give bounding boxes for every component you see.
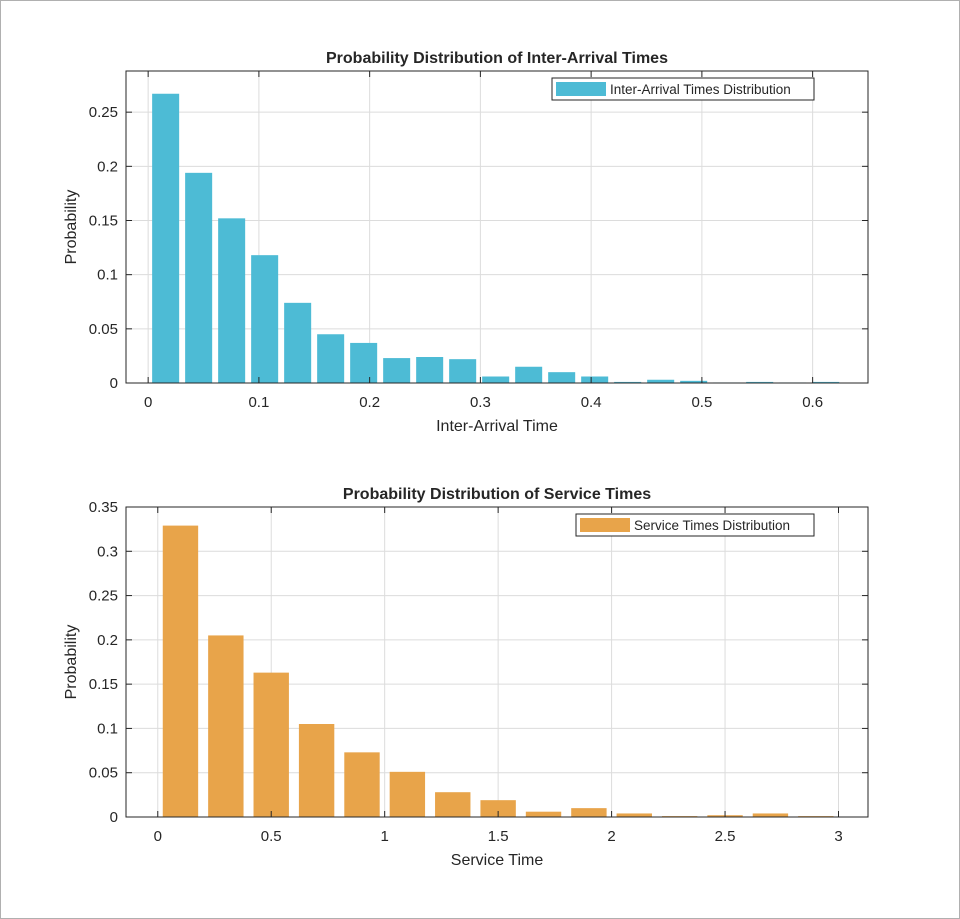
service-bar-1	[208, 635, 244, 817]
interarrival-ytick-label-5: 0.25	[89, 104, 118, 121]
interarrival-bar-18	[746, 381, 774, 383]
service-bar-5	[389, 771, 426, 817]
service-legend-label: Service Times Distribution	[634, 518, 790, 533]
service-ytick-label-6: 0.3	[97, 543, 118, 560]
service-bar-9	[571, 808, 607, 817]
service-ytick-label-3: 0.15	[89, 676, 118, 693]
interarrival-legend-box	[551, 77, 815, 101]
interarrival-bar-10	[482, 376, 510, 383]
interarrival-bar-4	[284, 302, 312, 383]
interarrival-bar-16	[680, 380, 708, 383]
service-ytick-label-0: 0	[110, 809, 118, 826]
interarrival-chart: 0 0.1 0.2 0.3 0.4 0.5 0.6 0 0.05 0.1 0.15 0.2 0.25 P…	[63, 50, 869, 435]
interarrival-bar-9	[449, 359, 477, 383]
interarrival-bar-8	[416, 357, 444, 383]
service-xlabel: Service Time	[451, 852, 544, 869]
interarrival-bars	[152, 93, 840, 384]
interarrival-bar-11	[515, 366, 543, 383]
service-ylabel: Probability	[63, 625, 80, 700]
service-ytick-label-2: 0.1	[97, 720, 118, 737]
interarrival-xlabel: Inter-Arrival Time	[436, 418, 558, 435]
service-bar-4	[344, 752, 380, 817]
service-chart: 0 0.5 1 1.5 2 2.5 300.050.10.150.20.250.30.35 …	[63, 486, 869, 869]
interarrival-axes-box	[125, 70, 869, 384]
service-ticks: 0 0.5 1 1.5 2 2.5 3 0 0.05 0.1 0.15 0.2 0.25 0.3 0.35	[89, 499, 868, 845]
service-title: Probability Distribution of Service Time…	[343, 486, 651, 503]
interarrival-legend: Inter-Arrival Times Distribution	[551, 77, 815, 101]
interarrival-bar-7	[383, 358, 411, 383]
interarrival-bar-14	[614, 381, 642, 383]
interarrival-bar-5	[317, 334, 345, 383]
interarrival-bar-20	[812, 381, 840, 383]
service-xtick-label-2: 1	[381, 828, 389, 845]
service-ytick-label-7: 0.35	[89, 499, 118, 516]
service-bar-6	[435, 792, 471, 817]
interarrival-bar-2	[218, 218, 246, 383]
service-bar-7	[480, 800, 516, 817]
service-xtick-label-4: 2	[607, 828, 615, 845]
interarrival-ytick-label-3: 0.15	[89, 213, 118, 230]
interarrival-ytick-label-2: 0.1	[97, 267, 118, 284]
service-ytick-label-1: 0.05	[89, 765, 118, 782]
interarrival-legend-label: Inter-Arrival Times Distribution	[610, 82, 791, 97]
interarrival-grid	[126, 71, 868, 384]
interarrival-bar-6	[350, 342, 378, 383]
interarrival-bar-3	[251, 255, 279, 383]
interarrival-xtick-label-0: 0	[144, 394, 152, 411]
service-ytick-label-4: 0.2	[97, 632, 118, 649]
interarrival-ytick-label-1: 0.05	[89, 321, 118, 338]
interarrival-xtick-label-2: 0.2	[359, 394, 380, 411]
service-xtick-label-6: 3	[834, 828, 842, 845]
interarrival-bar-12	[548, 372, 576, 383]
service-bar-10	[616, 813, 652, 817]
service-bar-8	[525, 811, 562, 817]
service-bar-3	[298, 724, 335, 817]
interarrival-xtick-label-3: 0.3	[470, 394, 491, 411]
service-legend-box	[575, 513, 815, 537]
interarrival-bar-1	[185, 172, 213, 383]
service-bar-2	[253, 672, 289, 817]
service-bar-13	[752, 813, 789, 817]
service-xtick-label-1: 0.5	[261, 828, 282, 845]
interarrival-bar-13	[581, 376, 609, 383]
service-ytick-label-5: 0.25	[89, 588, 118, 605]
interarrival-bar-0	[152, 93, 180, 383]
service-xtick-label-3: 1.5	[488, 828, 509, 845]
interarrival-ylabel: Probability	[63, 190, 80, 265]
interarrival-title: Probability Distribution of Inter-Arriva…	[326, 50, 668, 67]
interarrival-ticks: 0 0.1 0.2 0.3 0.4 0.5 0.6 0 0.05 0.1 0.15 0.2 0.25	[89, 71, 868, 411]
service-xtick-label-5: 2.5	[715, 828, 736, 845]
service-legend: Service Times Distribution	[575, 513, 815, 537]
service-legend-swatch	[580, 518, 630, 532]
interarrival-xtick-label-4: 0.4	[581, 394, 602, 411]
service-axes-box	[125, 506, 869, 818]
interarrival-legend-swatch	[556, 82, 606, 96]
interarrival-bar-15	[647, 379, 675, 383]
interarrival-xtick-label-5: 0.5	[691, 394, 712, 411]
service-xtick-label-0: 0	[154, 828, 162, 845]
interarrival-ytick-label-4: 0.2	[97, 158, 118, 175]
service-bar-0	[162, 525, 199, 817]
interarrival-xtick-label-1: 0.1	[248, 394, 269, 411]
interarrival-xtick-label-6: 0.6	[802, 394, 823, 411]
interarrival-ytick-label-0: 0	[110, 375, 118, 392]
